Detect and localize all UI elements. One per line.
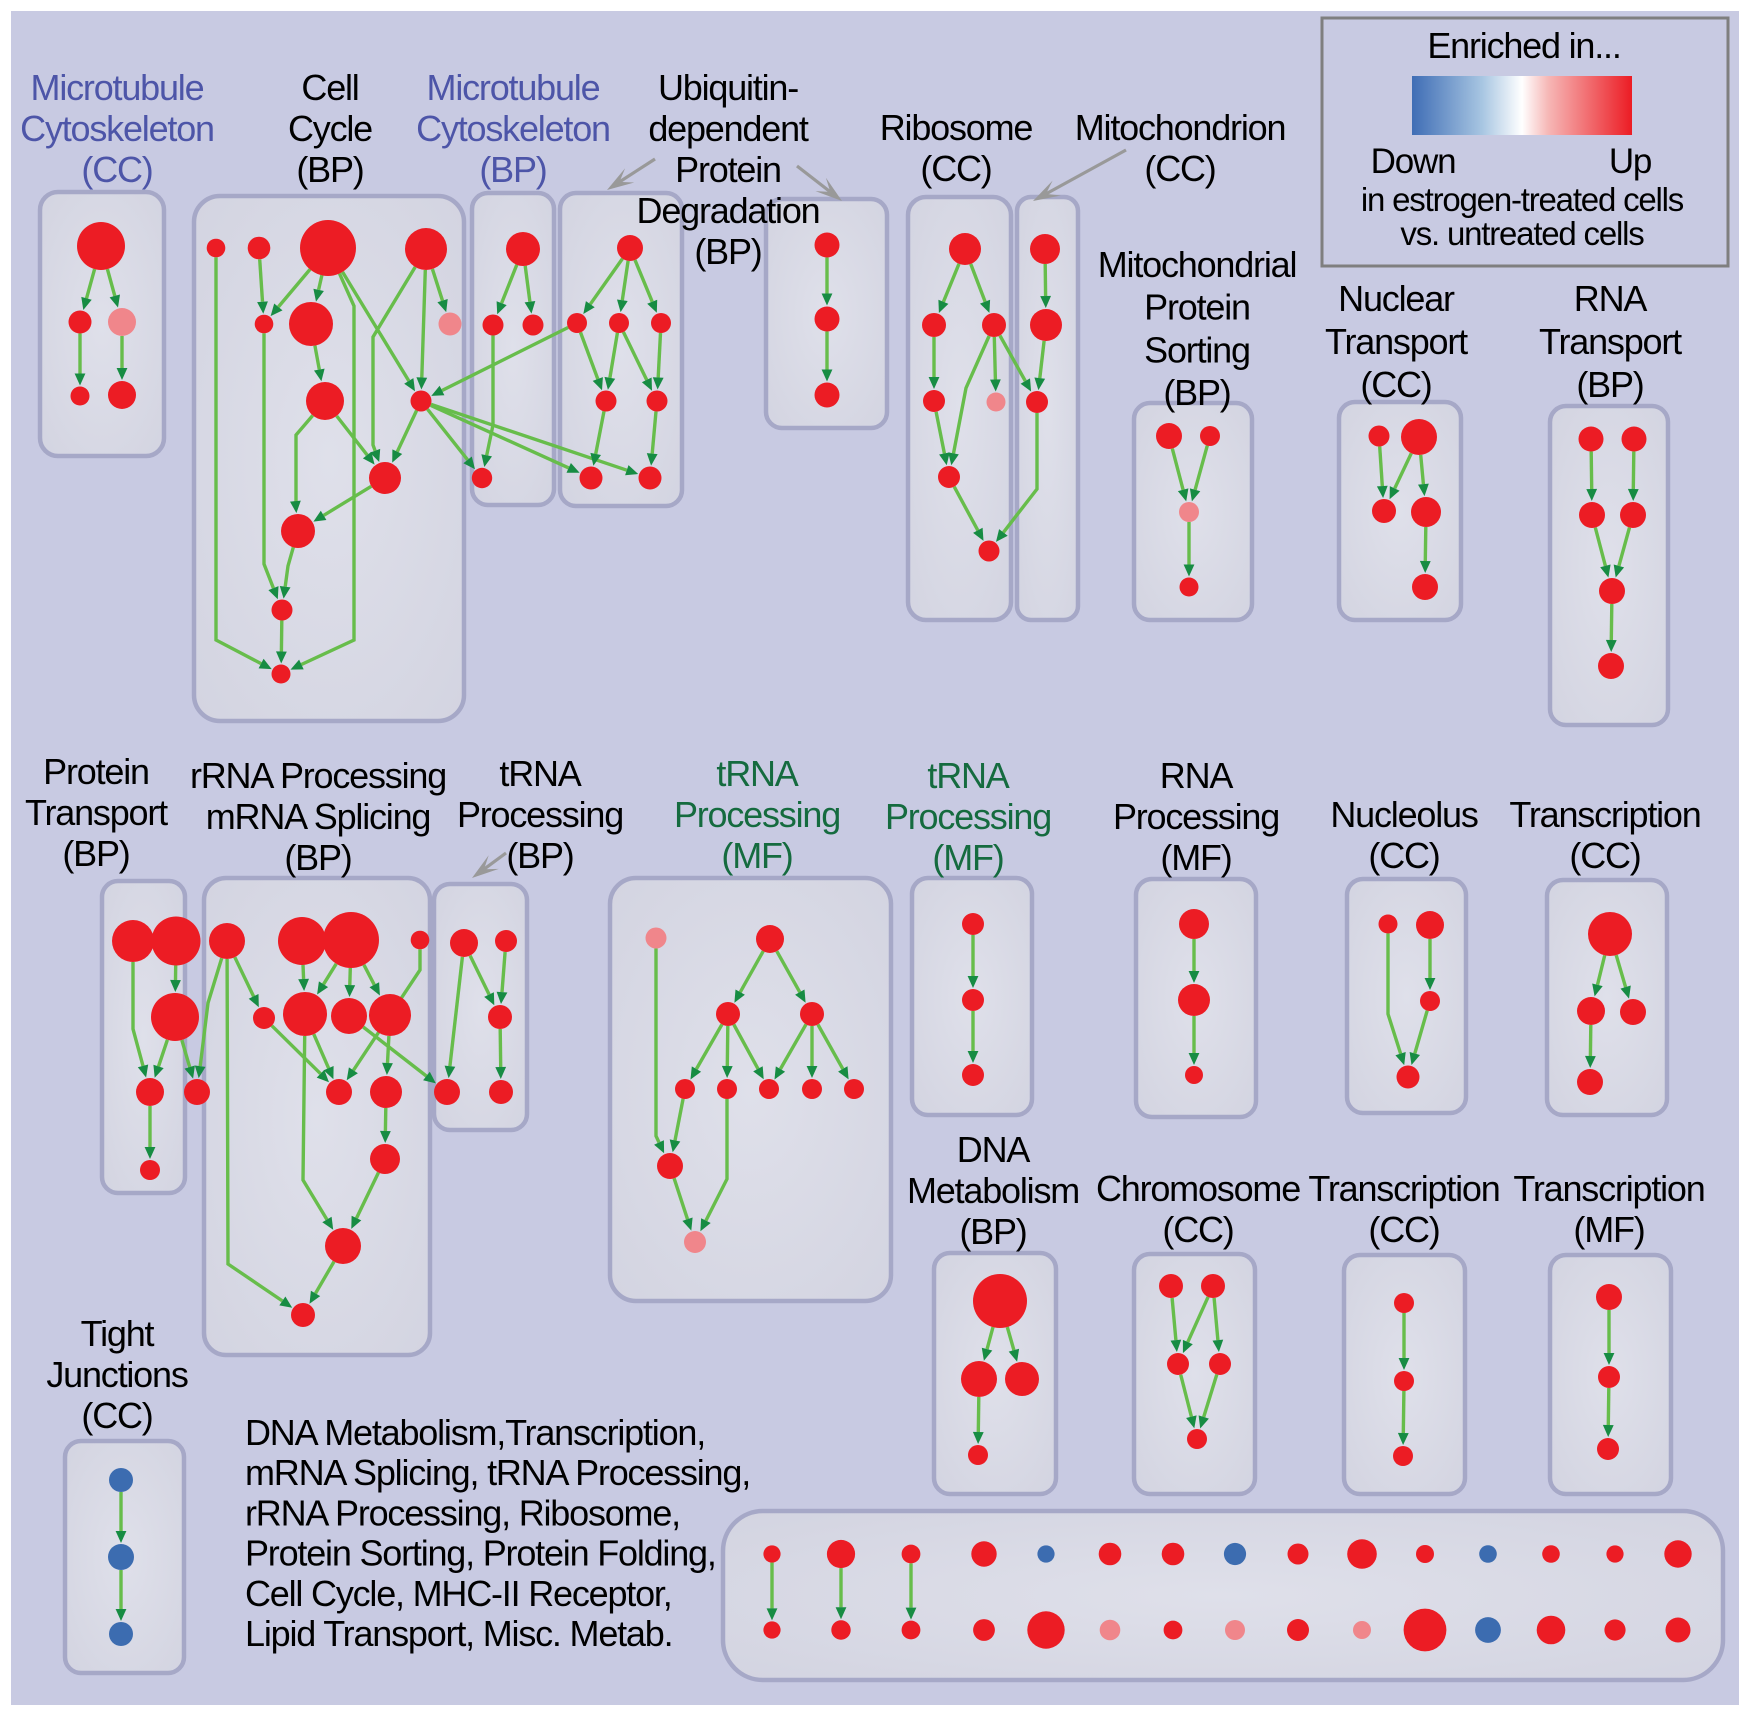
- svg-text:(CC): (CC): [1162, 1209, 1233, 1250]
- svg-text:Cycle: Cycle: [288, 108, 372, 149]
- svg-text:RNA: RNA: [1574, 278, 1648, 319]
- svg-text:tRNA: tRNA: [716, 753, 798, 794]
- svg-text:Ubiquitin-: Ubiquitin-: [658, 67, 798, 108]
- svg-text:(CC): (CC): [81, 149, 152, 190]
- svg-text:(CC): (CC): [81, 1395, 152, 1436]
- svg-text:RNA: RNA: [1160, 755, 1234, 796]
- svg-text:(CC): (CC): [1368, 1209, 1439, 1250]
- svg-text:rRNA Processing: rRNA Processing: [190, 755, 446, 796]
- svg-text:Cytoskeleton: Cytoskeleton: [20, 108, 214, 149]
- svg-text:(BP): (BP): [1163, 372, 1230, 413]
- svg-text:dependent: dependent: [648, 108, 809, 149]
- svg-text:Protein: Protein: [43, 751, 149, 792]
- svg-text:(CC): (CC): [920, 148, 991, 189]
- svg-text:Down: Down: [1371, 142, 1456, 181]
- svg-text:Mitochondrion: Mitochondrion: [1075, 107, 1286, 148]
- svg-text:Processing: Processing: [674, 794, 840, 835]
- svg-text:(CC): (CC): [1144, 148, 1215, 189]
- svg-text:(BP): (BP): [1576, 364, 1643, 405]
- svg-text:Protein: Protein: [675, 149, 781, 190]
- svg-text:Protein Sorting, Protein Foldi: Protein Sorting, Protein Folding,: [245, 1533, 716, 1574]
- svg-text:Cell: Cell: [301, 67, 358, 108]
- svg-text:Transport: Transport: [1539, 321, 1682, 362]
- svg-text:Transcription: Transcription: [1308, 1168, 1499, 1209]
- svg-text:Nuclear: Nuclear: [1338, 278, 1455, 319]
- svg-text:Up: Up: [1609, 142, 1651, 181]
- svg-text:Processing: Processing: [1113, 796, 1279, 837]
- svg-text:Protein: Protein: [1144, 287, 1250, 328]
- svg-text:Transport: Transport: [25, 792, 168, 833]
- svg-text:Metabolism: Metabolism: [907, 1170, 1079, 1211]
- svg-text:(MF): (MF): [721, 835, 792, 876]
- svg-text:rRNA Processing, Ribosome,: rRNA Processing, Ribosome,: [245, 1492, 680, 1533]
- svg-text:DNA: DNA: [957, 1129, 1031, 1170]
- svg-text:(MF): (MF): [1573, 1209, 1644, 1250]
- svg-text:mRNA Splicing: mRNA Splicing: [206, 796, 430, 837]
- svg-text:(BP): (BP): [284, 837, 351, 878]
- svg-text:mRNA Splicing, tRNA Processing: mRNA Splicing, tRNA Processing,: [245, 1452, 750, 1493]
- svg-text:Tight: Tight: [81, 1313, 155, 1354]
- svg-text:Enriched in...: Enriched in...: [1427, 25, 1620, 66]
- svg-text:Lipid Transport, Misc. Metab.: Lipid Transport, Misc. Metab.: [245, 1613, 672, 1654]
- svg-text:Transport: Transport: [1325, 321, 1468, 362]
- svg-text:(CC): (CC): [1360, 364, 1431, 405]
- svg-text:(BP): (BP): [959, 1211, 1026, 1252]
- svg-text:Mitochondrial: Mitochondrial: [1098, 244, 1297, 285]
- svg-text:vs. untreated cells: vs. untreated cells: [1400, 215, 1644, 252]
- svg-text:(BP): (BP): [506, 835, 573, 876]
- svg-text:(BP): (BP): [694, 231, 761, 272]
- svg-text:Microtubule: Microtubule: [427, 67, 600, 108]
- svg-text:Microtubule: Microtubule: [31, 67, 204, 108]
- svg-text:Processing: Processing: [457, 794, 623, 835]
- svg-text:Junctions: Junctions: [46, 1354, 187, 1395]
- svg-text:Cell Cycle, MHC-II Receptor,: Cell Cycle, MHC-II Receptor,: [245, 1573, 672, 1614]
- svg-text:tRNA: tRNA: [927, 755, 1009, 796]
- svg-text:(MF): (MF): [1160, 837, 1231, 878]
- svg-text:tRNA: tRNA: [499, 753, 581, 794]
- svg-text:Cytoskeleton: Cytoskeleton: [416, 108, 610, 149]
- svg-text:Ribosome: Ribosome: [880, 107, 1033, 148]
- svg-text:Chromosome: Chromosome: [1096, 1168, 1300, 1209]
- svg-text:(BP): (BP): [62, 833, 129, 874]
- svg-text:Transcription: Transcription: [1509, 794, 1700, 835]
- svg-text:Sorting: Sorting: [1144, 329, 1250, 370]
- svg-text:(MF): (MF): [932, 837, 1003, 878]
- svg-text:Transcription: Transcription: [1513, 1168, 1704, 1209]
- svg-text:DNA Metabolism,Transcription,: DNA Metabolism,Transcription,: [245, 1412, 705, 1453]
- svg-text:Degradation: Degradation: [637, 190, 820, 231]
- svg-text:(BP): (BP): [296, 149, 363, 190]
- svg-text:(CC): (CC): [1569, 835, 1640, 876]
- svg-text:Processing: Processing: [885, 796, 1051, 837]
- svg-text:in estrogen-treated cells: in estrogen-treated cells: [1361, 181, 1684, 218]
- svg-text:(CC): (CC): [1368, 835, 1439, 876]
- svg-text:Nucleolus: Nucleolus: [1330, 794, 1477, 835]
- svg-text:(BP): (BP): [479, 149, 546, 190]
